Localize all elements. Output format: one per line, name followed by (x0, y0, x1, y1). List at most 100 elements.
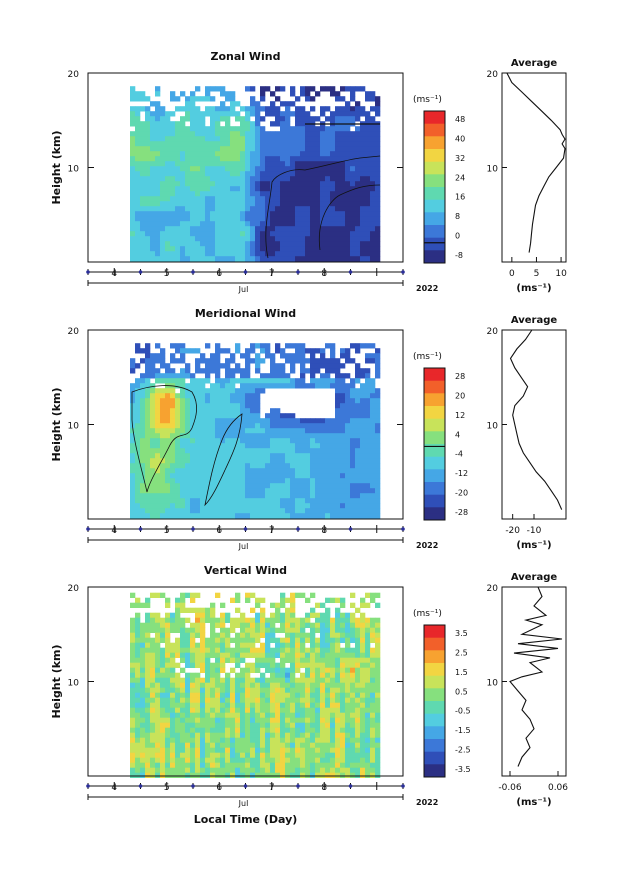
profile-x-tick-label: 10 (555, 269, 567, 279)
heatmap-cell (175, 358, 181, 364)
heatmap-cell (365, 373, 371, 379)
heatmap-cell (150, 737, 156, 743)
heatmap-cell (250, 592, 256, 598)
heatmap-cell (360, 657, 366, 663)
heatmap-cell (260, 171, 266, 177)
heatmap-cell (245, 453, 251, 459)
heatmap-cell (220, 363, 226, 369)
heatmap-cell (220, 692, 226, 698)
heatmap-cell (215, 727, 221, 733)
heatmap-cell (280, 682, 286, 688)
heatmap-cell (205, 141, 211, 147)
x-tick-label: 4 (111, 783, 117, 793)
heatmap-cell (185, 727, 191, 733)
heatmap-cell (310, 106, 316, 112)
heatmap-cell (325, 662, 331, 668)
heatmap-cell (245, 418, 251, 424)
heatmap-cell (350, 747, 356, 753)
heatmap-cell (130, 86, 136, 92)
heatmap-cell (280, 657, 286, 663)
heatmap-cell (205, 468, 211, 474)
heatmap-cell (260, 226, 266, 232)
colorbar-band (424, 450, 445, 457)
heatmap-cell (235, 458, 241, 464)
heatmap-cell (355, 191, 361, 197)
heatmap-cell (185, 478, 191, 484)
heatmap-cell (355, 126, 361, 132)
heatmap-cell (210, 161, 216, 167)
heatmap-cell (235, 453, 241, 459)
heatmap-cell (225, 443, 231, 449)
heatmap-cell (310, 463, 316, 469)
heatmap-cell (320, 201, 326, 207)
heatmap-cell (260, 498, 266, 504)
heatmap-cell (225, 206, 231, 212)
heatmap-cell (325, 373, 331, 379)
heatmap-cell (270, 231, 276, 237)
heatmap-cell (315, 712, 321, 718)
heatmap-cell (295, 206, 301, 212)
heatmap-cell (170, 206, 176, 212)
heatmap-cell (175, 136, 181, 142)
heatmap-cell (315, 478, 321, 484)
heatmap-cell (165, 752, 171, 758)
heatmap-cell (260, 752, 266, 758)
heatmap-cell (140, 647, 146, 653)
heatmap-cell (205, 642, 211, 648)
heatmap-cell (205, 513, 211, 519)
heatmap-cell (165, 742, 171, 748)
heatmap-cell (305, 236, 311, 242)
heatmap-cell (285, 191, 291, 197)
colorbar-label: 32 (455, 154, 465, 163)
heatmap-cell (200, 717, 206, 723)
heatmap-cell (220, 256, 226, 262)
heatmap-cell (275, 191, 281, 197)
heatmap-cell (155, 737, 161, 743)
heatmap-cell (300, 662, 306, 668)
panel-title: Meridional Wind (195, 307, 296, 320)
heatmap-cell (355, 196, 361, 202)
heatmap-cell (335, 111, 341, 117)
heatmap-cell (255, 747, 261, 753)
heatmap-cell (355, 647, 361, 653)
heatmap-cell (170, 483, 176, 489)
heatmap-cell (305, 762, 311, 768)
heatmap-cell (260, 473, 266, 479)
heatmap-cell (250, 438, 256, 444)
heatmap-cell (185, 146, 191, 152)
heatmap-cell (170, 111, 176, 117)
heatmap-cell (245, 737, 251, 743)
heatmap-cell (275, 697, 281, 703)
heatmap-cell (250, 742, 256, 748)
heatmap-cell (255, 368, 261, 374)
heatmap-cell (250, 488, 256, 494)
heatmap-cell (170, 717, 176, 723)
heatmap-cell (205, 156, 211, 162)
heatmap-cell (335, 722, 341, 728)
heatmap-cell (130, 732, 136, 738)
heatmap-cell (315, 727, 321, 733)
heatmap-cell (340, 498, 346, 504)
heatmap-cell (320, 428, 326, 434)
heatmap-cell (280, 363, 286, 369)
heatmap-cell (190, 597, 196, 603)
heatmap-cell (140, 493, 146, 499)
heatmap-cell (340, 186, 346, 192)
heatmap-cell (295, 503, 301, 509)
heatmap-cell (275, 246, 281, 252)
heatmap-cell (205, 503, 211, 509)
heatmap-cell (365, 737, 371, 743)
heatmap-cell (180, 617, 186, 623)
heatmap-cell (190, 443, 196, 449)
heatmap-cell (335, 672, 341, 678)
heatmap-cell (370, 463, 376, 469)
heatmap-cell (320, 637, 326, 643)
heatmap-cell (285, 206, 291, 212)
heatmap-cell (230, 438, 236, 444)
heatmap-cell (145, 226, 151, 232)
heatmap-cell (190, 757, 196, 763)
heatmap-cell (355, 86, 361, 92)
heatmap-cell (170, 677, 176, 683)
heatmap-cell (220, 251, 226, 257)
heatmap-cell (215, 692, 221, 698)
